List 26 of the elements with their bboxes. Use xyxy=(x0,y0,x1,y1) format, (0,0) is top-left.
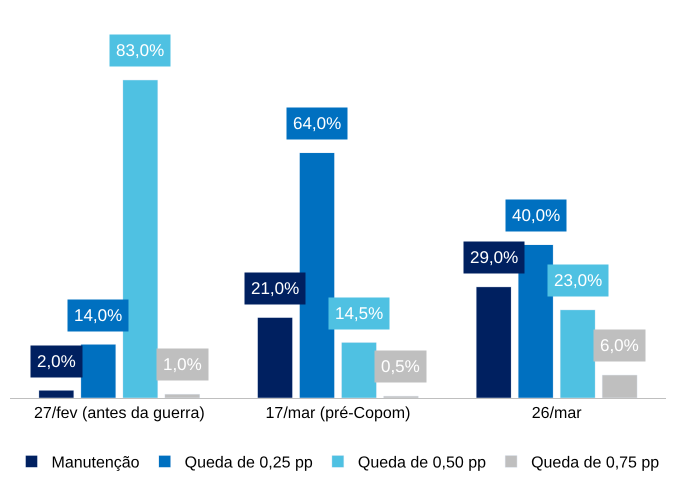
bar xyxy=(560,310,596,398)
legend-label: Queda de 0,50 pp xyxy=(358,454,486,472)
data-label: 64,0% xyxy=(293,114,342,133)
legend-label: Manutenção xyxy=(52,454,140,472)
x-tick-label: 26/mar xyxy=(532,405,582,422)
x-tick-label: 17/mar (pré-Copom) xyxy=(266,405,410,422)
bar xyxy=(122,80,158,398)
data-label: 14,5% xyxy=(335,304,384,323)
legend-label: Queda de 0,75 pp xyxy=(531,454,660,472)
x-tick-label: 27/fev (antes da guerra) xyxy=(34,405,205,422)
data-label: 2,0% xyxy=(37,352,76,371)
data-label: 0,5% xyxy=(381,357,420,376)
bar xyxy=(476,286,512,398)
data-label: 14,0% xyxy=(74,306,122,325)
data-label: 6,0% xyxy=(600,336,639,355)
bar xyxy=(38,390,74,398)
bar xyxy=(257,317,293,398)
data-label: 29,0% xyxy=(470,248,518,267)
data-label: 1,0% xyxy=(163,355,202,374)
legend-label: Queda de 0,25 pp xyxy=(184,454,313,472)
bar xyxy=(299,152,335,398)
data-label: 21,0% xyxy=(251,279,300,298)
bar xyxy=(518,244,554,398)
data-label: 83,0% xyxy=(116,41,164,60)
data-label: 40,0% xyxy=(512,206,560,225)
data-label: 23,0% xyxy=(554,271,602,290)
